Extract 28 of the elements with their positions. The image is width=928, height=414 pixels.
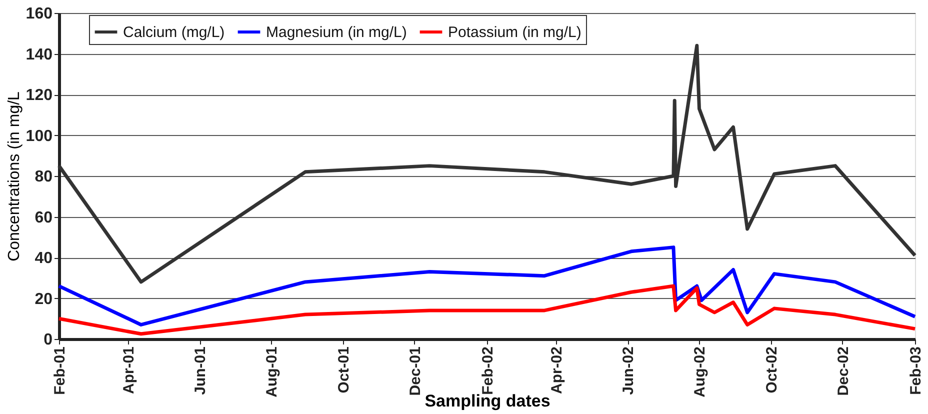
x-tick-label: Oct-01 — [335, 346, 352, 394]
x-tick-label: Dec-02 — [834, 346, 852, 396]
y-tick-label: 140 — [26, 46, 53, 64]
y-tick-label: 120 — [26, 87, 53, 104]
x-tick-label: Aug-02 — [692, 346, 709, 398]
y-tick-label: 40 — [34, 250, 53, 267]
legend-label: Calcium (mg/L) — [123, 24, 225, 41]
y-tick-label: 160 — [26, 6, 53, 22]
line-series — [57, 44, 917, 284]
x-tick-label: Jun-01 — [192, 346, 210, 395]
x-tick-label: Feb-03 — [908, 346, 924, 395]
x-tick-label: Apr-02 — [548, 346, 566, 394]
y-tick-label: 60 — [34, 209, 53, 226]
y-tick-label: 80 — [34, 168, 53, 186]
y-tick-label: 20 — [34, 290, 53, 308]
x-tick-label: Aug-01 — [264, 346, 281, 398]
line-series — [57, 284, 917, 336]
legend-label: Potassium (in mg/L) — [448, 24, 582, 41]
legend-label: Magnesium (in mg/L) — [266, 24, 407, 41]
x-tick-label: Oct-02 — [763, 346, 780, 394]
x-tick-label: Dec-01 — [406, 346, 424, 396]
y-tick-label: 100 — [26, 128, 53, 145]
x-tick-label: Apr-01 — [120, 346, 138, 394]
line-series — [57, 246, 917, 326]
x-tick-label: Feb-01 — [52, 346, 68, 395]
y-tick-label: 0 — [44, 332, 53, 348]
x-tick-label: Jun-02 — [620, 346, 638, 395]
y-axis-title: Concentrations (in mg/L — [6, 91, 23, 262]
